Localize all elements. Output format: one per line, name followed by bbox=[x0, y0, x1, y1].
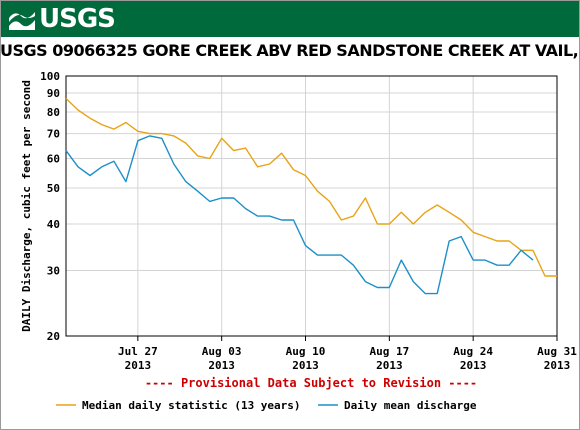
legend-label: Daily mean discharge bbox=[344, 399, 477, 412]
chart-title: USGS 09066325 GORE CREEK ABV RED SANDSTO… bbox=[0, 41, 580, 60]
x-tick-label: Aug 10 bbox=[286, 345, 326, 358]
usgs-wave-logo-icon bbox=[9, 12, 35, 30]
x-tick-year-label: 2013 bbox=[208, 359, 235, 372]
legend-label: Median daily statistic (13 years) bbox=[82, 399, 301, 412]
y-tick-label: 50 bbox=[47, 182, 60, 195]
x-tick-label: Jul 27 bbox=[118, 345, 158, 358]
x-tick-label: Aug 24 bbox=[453, 345, 493, 358]
y-axis-label: DAILY Discharge, cubic feet per second bbox=[20, 80, 33, 332]
x-tick-year-label: 2013 bbox=[376, 359, 403, 372]
x-tick-year-label: 2013 bbox=[125, 359, 152, 372]
y-tick-label: 90 bbox=[47, 87, 60, 100]
series-layer bbox=[65, 97, 558, 295]
y-tick-label: 70 bbox=[47, 128, 60, 141]
x-tick-label: Aug 03 bbox=[202, 345, 242, 358]
y-tick-label: 100 bbox=[40, 70, 60, 83]
x-tick-label: Aug 17 bbox=[369, 345, 409, 358]
provisional-notice: ---- Provisional Data Subject to Revisio… bbox=[145, 376, 477, 390]
y-axis-ticks: 20 30 40 50 60 70 80 90 100 bbox=[40, 70, 60, 343]
x-tick-label: Aug 31 bbox=[537, 345, 577, 358]
usgs-logo[interactable]: USGS bbox=[7, 4, 116, 34]
x-tick-year-label: 2013 bbox=[460, 359, 487, 372]
x-tick-year-label: 2013 bbox=[544, 359, 571, 372]
y-tick-label: 20 bbox=[47, 330, 60, 343]
y-tick-label: 30 bbox=[47, 264, 60, 277]
grid-layer bbox=[66, 75, 558, 337]
y-tick-label: 60 bbox=[47, 153, 60, 166]
y-tick-label: 40 bbox=[47, 218, 60, 231]
y-tick-label: 80 bbox=[47, 106, 60, 119]
usgs-banner: USGS bbox=[1, 1, 579, 37]
x-tick-year-label: 2013 bbox=[292, 359, 319, 372]
plot-area bbox=[65, 75, 558, 337]
usgs-logo-text: USGS bbox=[39, 4, 116, 34]
series-line-0 bbox=[65, 97, 557, 277]
legend: Median daily statistic (13 years) Daily m… bbox=[56, 399, 477, 412]
series-line-1 bbox=[65, 135, 534, 295]
